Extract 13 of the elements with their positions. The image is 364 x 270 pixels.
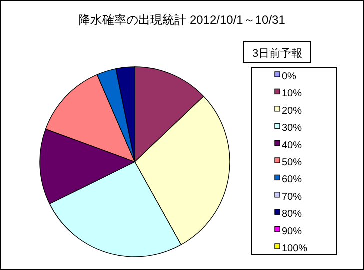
legend-label: 30% <box>282 123 302 134</box>
legend-label: 90% <box>282 226 302 238</box>
legend-label: 50% <box>282 158 302 168</box>
legend-label: 100% <box>282 244 308 254</box>
legend-label: 60% <box>282 174 302 186</box>
legend-label: 70% <box>282 192 302 203</box>
legend-label: 80% <box>282 209 302 220</box>
legend-title: 3日前予報 <box>252 48 303 60</box>
legend-label: 20% <box>282 106 302 117</box>
chart-title: 降水確率の出現統計 2012/10/1～10/31 <box>78 13 286 27</box>
legend-label: 0% <box>282 72 297 82</box>
legend-label: 40% <box>282 140 302 152</box>
legend-label: 10% <box>282 88 302 100</box>
